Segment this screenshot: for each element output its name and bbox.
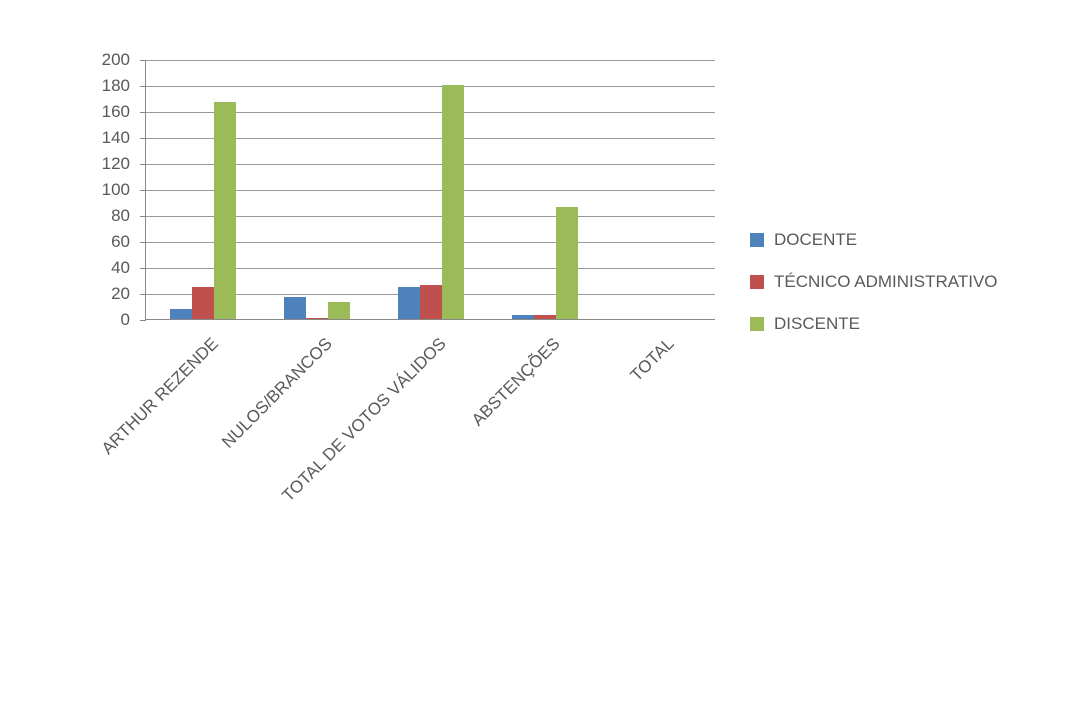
bar (284, 297, 306, 319)
legend-item: DISCENTE (750, 314, 998, 334)
bar-chart: 020406080100120140160180200 ARTHUR REZEN… (80, 60, 1050, 680)
y-tick-label: 0 (121, 310, 130, 330)
y-tick-label: 80 (111, 206, 130, 226)
y-tick-mark (140, 86, 146, 87)
legend-item: TÉCNICO ADMINISTRATIVO (750, 272, 998, 292)
x-tick-label: NULOS/BRANCOS (218, 334, 336, 452)
y-tick-mark (140, 164, 146, 165)
legend-marker (750, 275, 764, 289)
x-axis-labels: ARTHUR REZENDENULOS/BRANCOSTOTAL DE VOTO… (145, 328, 715, 578)
bar (442, 85, 464, 319)
legend-item: DOCENTE (750, 230, 998, 250)
bar (192, 287, 214, 320)
x-tick-label: ABSTENÇÕES (468, 334, 564, 430)
bar (328, 302, 350, 319)
bar (170, 309, 192, 319)
legend-marker (750, 317, 764, 331)
y-tick-mark (140, 242, 146, 243)
plot-area (145, 60, 715, 320)
y-tick-label: 20 (111, 284, 130, 304)
y-tick-mark (140, 60, 146, 61)
x-tick-label: TOTAL (626, 334, 678, 386)
y-tick-label: 120 (102, 154, 130, 174)
y-tick-mark (140, 294, 146, 295)
y-tick-mark (140, 138, 146, 139)
bar (534, 315, 556, 319)
legend-label: DOCENTE (774, 230, 857, 250)
y-axis-labels: 020406080100120140160180200 (80, 60, 138, 320)
y-tick-mark (140, 320, 146, 321)
y-tick-label: 40 (111, 258, 130, 278)
bars-layer (146, 60, 715, 319)
y-tick-label: 160 (102, 102, 130, 122)
legend: DOCENTE TÉCNICO ADMINISTRATIVO DISCENTE (750, 230, 998, 356)
legend-label: TÉCNICO ADMINISTRATIVO (774, 272, 998, 292)
bar (420, 285, 442, 319)
y-tick-mark (140, 190, 146, 191)
y-tick-label: 140 (102, 128, 130, 148)
y-tick-label: 180 (102, 76, 130, 96)
legend-label: DISCENTE (774, 314, 860, 334)
legend-marker (750, 233, 764, 247)
y-tick-label: 100 (102, 180, 130, 200)
y-tick-mark (140, 268, 146, 269)
bar (214, 102, 236, 319)
x-tick-label: ARTHUR REZENDE (97, 334, 222, 459)
bar (512, 315, 534, 319)
bar (306, 318, 328, 319)
y-tick-mark (140, 216, 146, 217)
bar (556, 207, 578, 319)
y-tick-mark (140, 112, 146, 113)
y-tick-label: 200 (102, 50, 130, 70)
y-tick-label: 60 (111, 232, 130, 252)
bar (398, 287, 420, 320)
